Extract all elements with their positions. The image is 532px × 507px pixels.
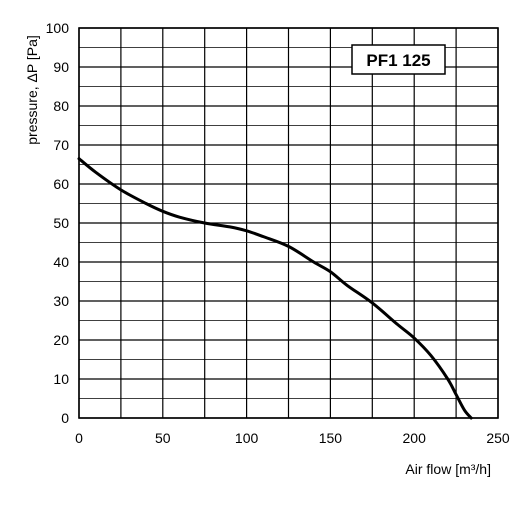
x-tick-label: 0: [75, 430, 83, 446]
x-axis-label: Air flow [m³/h]: [405, 461, 491, 477]
x-tick-label: 250: [486, 430, 510, 446]
y-tick-label: 70: [53, 137, 69, 153]
y-tick-label: 90: [53, 59, 69, 75]
x-tick-label: 100: [235, 430, 259, 446]
y-axis-label: pressure, ΔP [Pa]: [24, 35, 40, 144]
y-tick-label: 40: [53, 254, 69, 270]
x-tick-label: 200: [403, 430, 427, 446]
chart-title: PF1 125: [366, 51, 430, 70]
y-tick-label: 10: [53, 371, 69, 387]
model-label-box: PF1 125: [351, 44, 446, 75]
x-tick-label: 50: [155, 430, 171, 446]
y-tick-label: 20: [53, 332, 69, 348]
y-tick-label: 60: [53, 176, 69, 192]
series-line-pf1-125: [77, 157, 473, 420]
y-tick-label: 50: [53, 215, 69, 231]
y-tick-label: 30: [53, 293, 69, 309]
y-tick-label: 100: [46, 20, 70, 36]
y-tick-label: 0: [61, 410, 69, 426]
y-tick-label: 80: [53, 98, 69, 114]
plot-frame: [78, 27, 499, 419]
x-tick-label: 150: [319, 430, 343, 446]
tick-labels: 0 10 20 30 40 50 60 70 80 90 100 0 50 100 150 200 250: [46, 20, 510, 446]
